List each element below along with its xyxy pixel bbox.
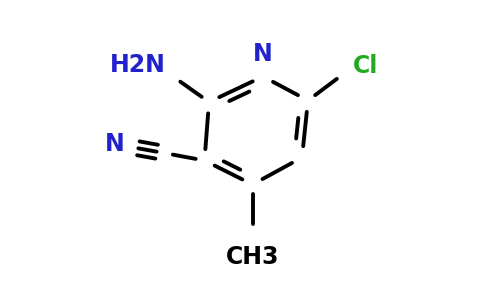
- Text: CH3: CH3: [226, 244, 279, 268]
- Text: H2N: H2N: [109, 52, 166, 76]
- Text: N: N: [105, 132, 125, 156]
- Text: N: N: [253, 42, 273, 66]
- Text: Cl: Cl: [353, 54, 378, 78]
